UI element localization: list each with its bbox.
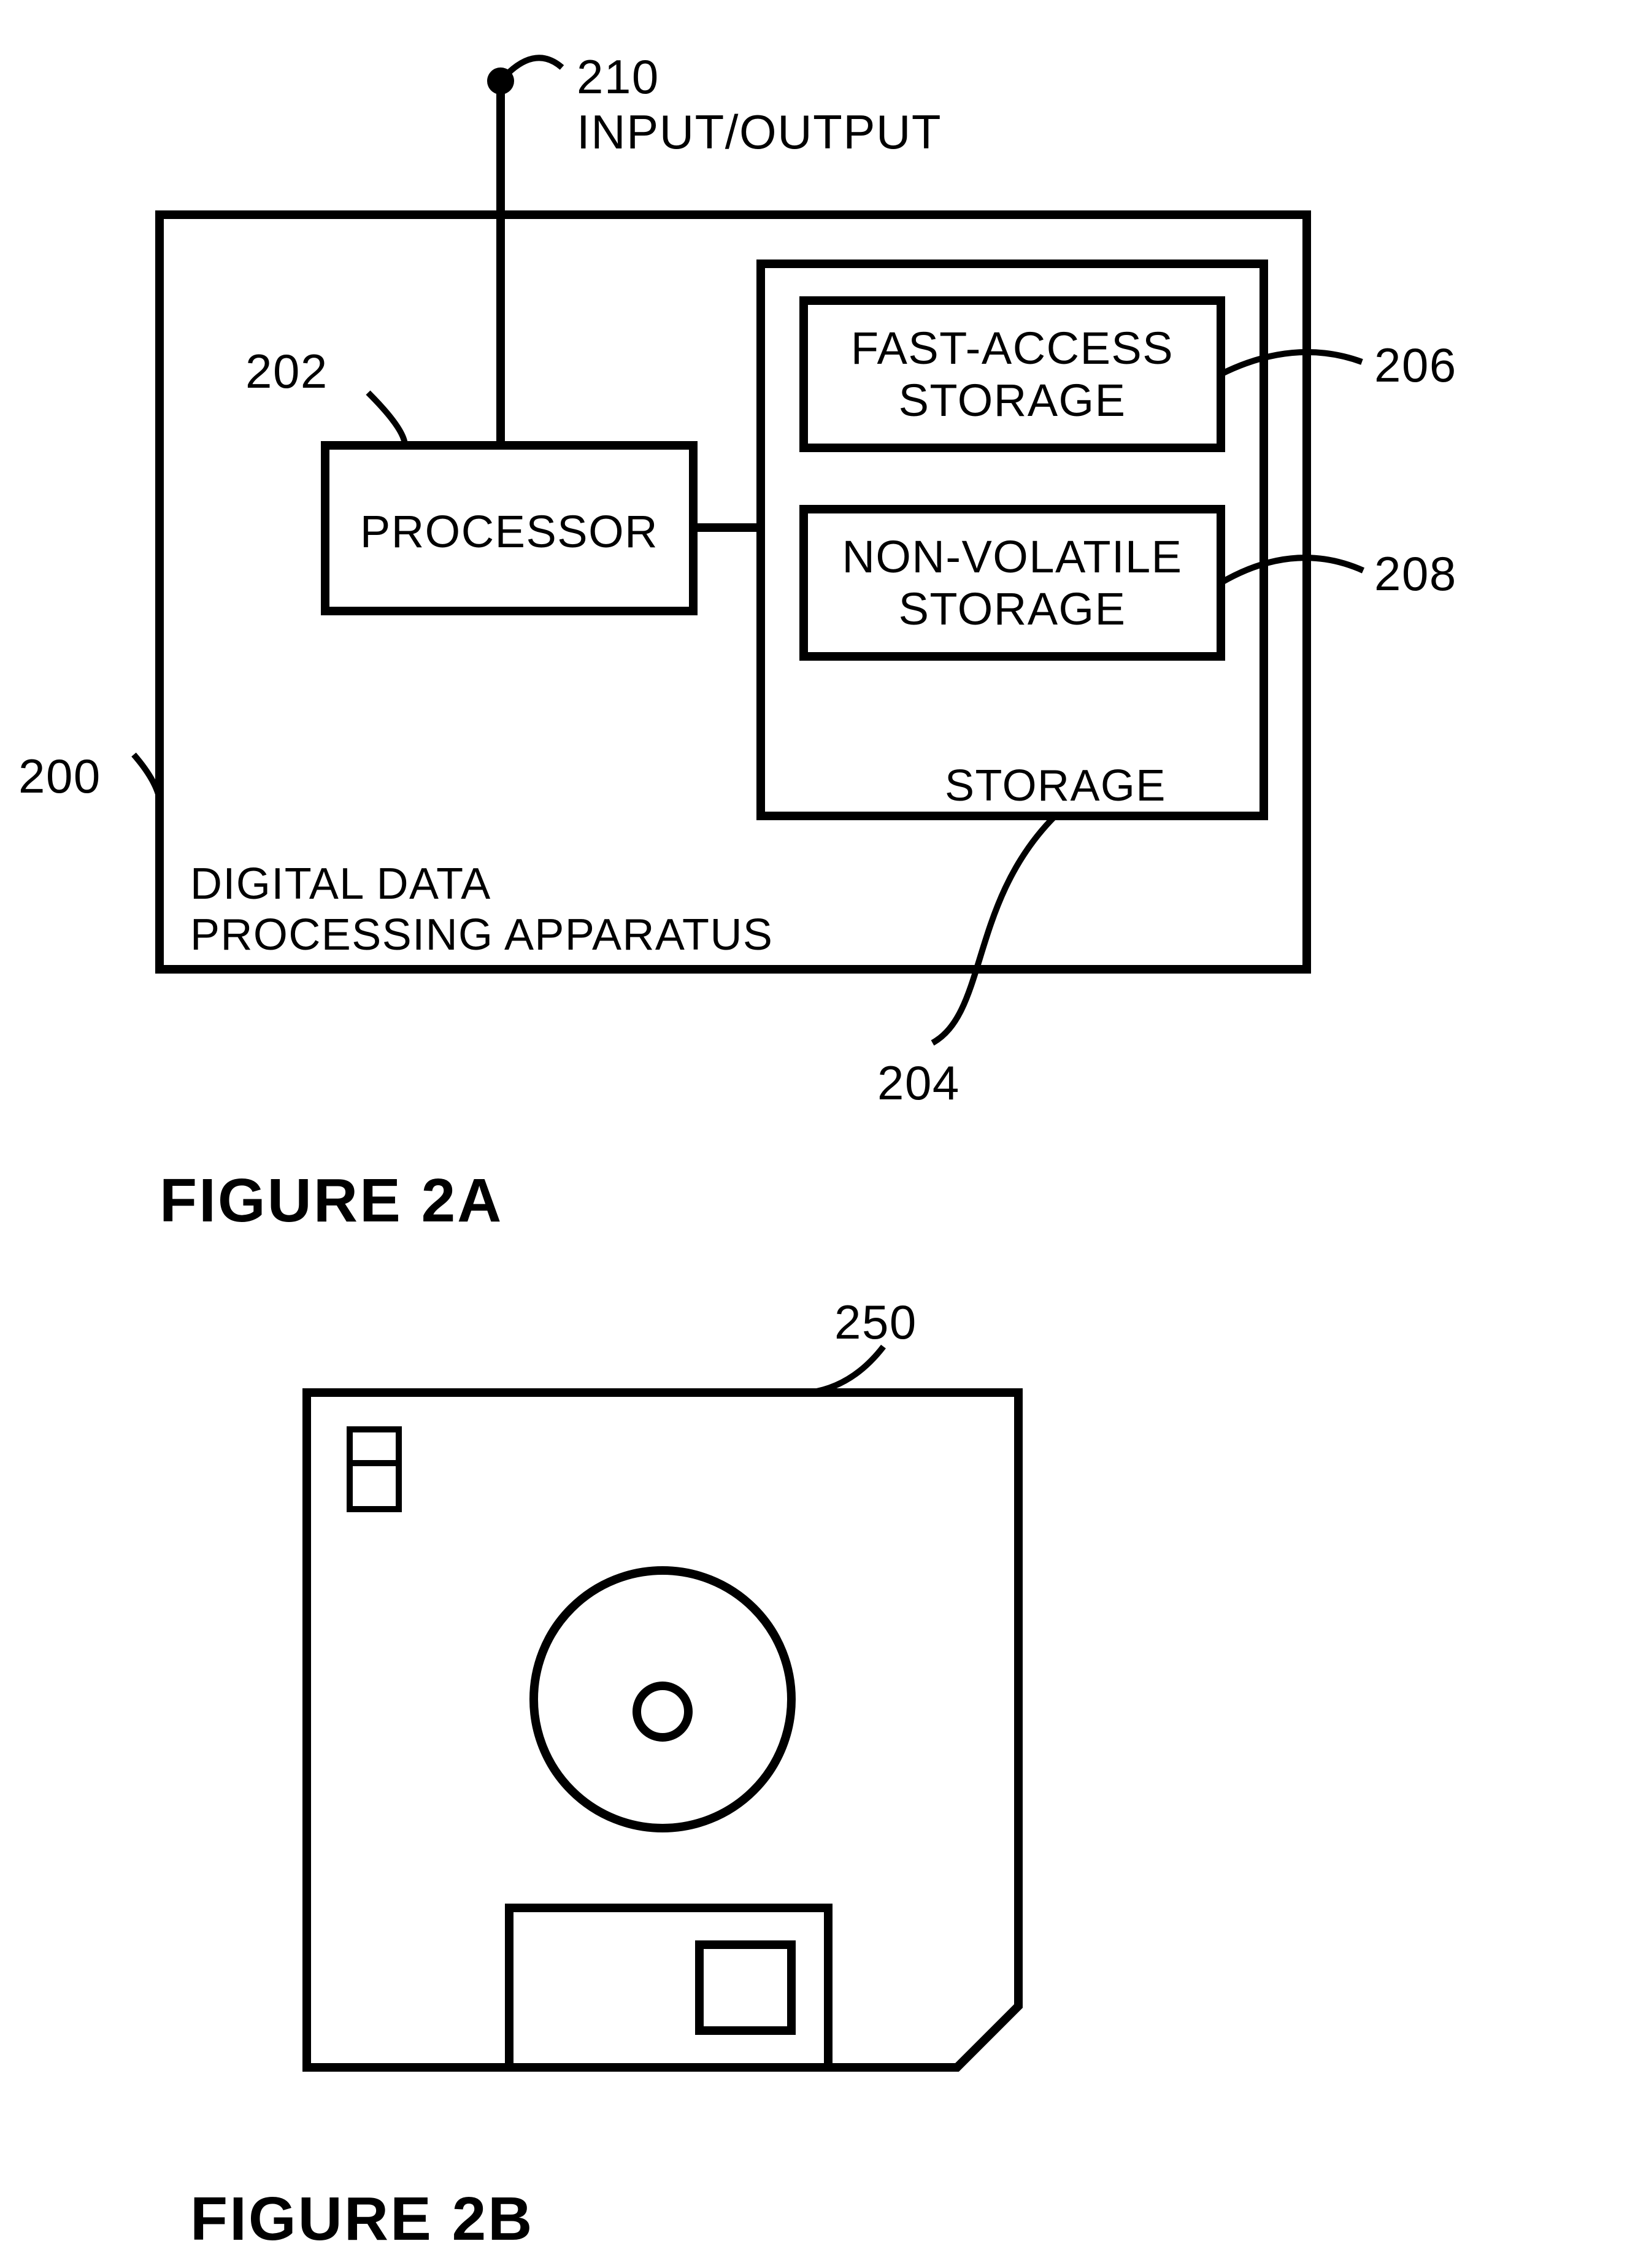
lead-204 bbox=[933, 816, 1055, 1043]
apparatus-label-1: DIGITAL DATA bbox=[190, 859, 491, 909]
lead-208 bbox=[1221, 558, 1363, 583]
ref-210-text: INPUT/OUTPUT bbox=[577, 104, 942, 160]
lead-206 bbox=[1221, 352, 1362, 374]
nonvolatile-label-2: STORAGE bbox=[804, 583, 1221, 635]
lead-250 bbox=[810, 1347, 883, 1393]
processor-label: PROCESSOR bbox=[325, 505, 693, 558]
ref-250-num: 250 bbox=[834, 1294, 917, 1350]
ref-204-num: 204 bbox=[877, 1055, 960, 1111]
ref-206-num: 206 bbox=[1374, 337, 1457, 393]
fast-access-label-2: STORAGE bbox=[804, 374, 1221, 426]
storage-label: STORAGE bbox=[945, 761, 1166, 811]
figure-2a-caption: FIGURE 2A bbox=[160, 1166, 503, 1236]
floppy-shutter bbox=[509, 1908, 828, 2067]
floppy-hub-inner bbox=[637, 1686, 688, 1737]
apparatus-label-2: PROCESSING APPARATUS bbox=[190, 910, 773, 960]
ref-210-num: 210 bbox=[577, 49, 660, 105]
floppy-outline bbox=[307, 1393, 1018, 2067]
floppy-shutter-slot bbox=[699, 1945, 791, 2031]
floppy-tab bbox=[350, 1429, 399, 1509]
ref-208-num: 208 bbox=[1374, 546, 1457, 602]
figure-2b-caption: FIGURE 2B bbox=[190, 2184, 534, 2255]
lead-202 bbox=[368, 393, 405, 445]
nonvolatile-label-1: NON-VOLATILE bbox=[804, 531, 1221, 583]
fast-access-label-1: FAST-ACCESS bbox=[804, 322, 1221, 374]
figure-2b-svg bbox=[307, 1347, 1018, 2067]
ref-200-num: 200 bbox=[18, 748, 101, 804]
floppy-hub-outer bbox=[534, 1570, 791, 1828]
ref-202-num: 202 bbox=[245, 344, 328, 399]
